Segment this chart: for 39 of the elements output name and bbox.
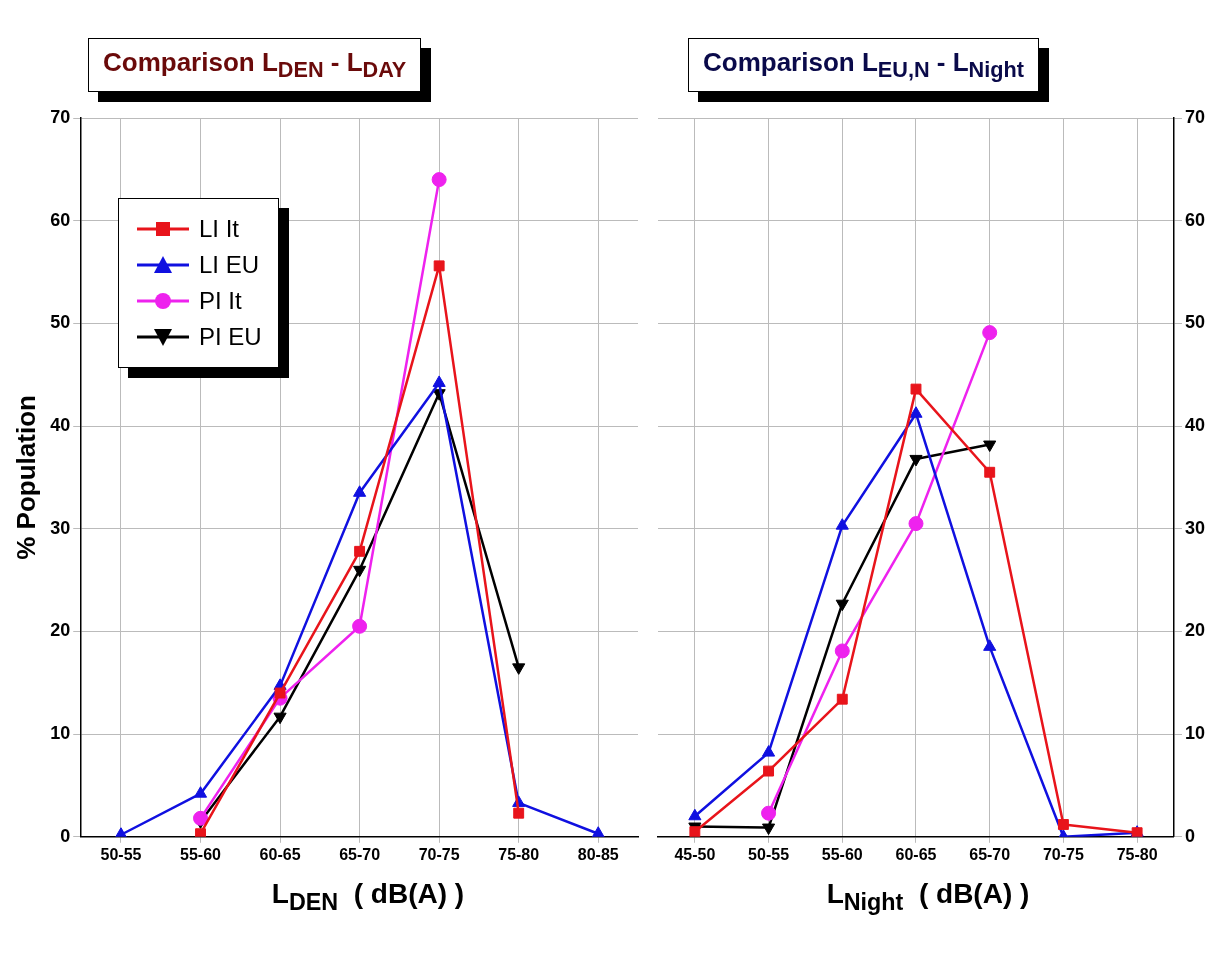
y-tick-label: 50 — [1184, 312, 1206, 333]
chart-title: Comparison L$_{DEN}$ - L$_{DAY}$ — [88, 38, 422, 93]
x-tick-label: 60-65 — [895, 845, 937, 863]
y-axis-title: % Population — [10, 395, 41, 560]
legend-label: PI EU — [199, 323, 262, 351]
y-tick-label: 50 — [50, 312, 71, 333]
y-tick-label: 60 — [50, 209, 71, 230]
y-tick-label: 10 — [1184, 723, 1206, 744]
x-tick-label: 70-75 — [418, 845, 460, 863]
x-tick-label: 70-75 — [1042, 845, 1084, 863]
x-tick-label: 50-55 — [100, 845, 142, 863]
x-tick-label: 80-85 — [577, 845, 619, 863]
y-tick-label: 30 — [1184, 517, 1206, 538]
y-tick-label: 40 — [50, 415, 71, 436]
x-tick-label: 55-60 — [180, 845, 222, 863]
y-tick-label: 20 — [50, 620, 71, 641]
legend-label: LI It — [199, 215, 240, 243]
x-tick-label: 60-65 — [259, 845, 301, 863]
x-tick-label: 45-50 — [674, 845, 716, 863]
x-tick-label: 65-70 — [339, 845, 381, 863]
x-tick-label: 75-80 — [1116, 845, 1158, 863]
y-tick-label: 10 — [50, 723, 71, 744]
y-tick-label: 20 — [1184, 620, 1206, 641]
y-tick-label: 30 — [50, 517, 71, 538]
y-tick-label: 70 — [50, 106, 71, 127]
x-tick-label: 65-70 — [969, 845, 1011, 863]
x-tick-label: 50-55 — [748, 845, 790, 863]
x-axis-title: L$_{DEN}$ ( dB(A) ) — [270, 878, 466, 916]
y-tick-label: 0 — [1184, 825, 1195, 846]
y-tick-label: 60 — [1184, 209, 1206, 230]
y-tick-label: 40 — [1184, 415, 1206, 436]
x-tick-label: 55-60 — [821, 845, 863, 863]
legend-label: PI It — [199, 287, 242, 315]
x-tick-label: 75-80 — [498, 845, 540, 863]
x-axis-title: L$_{Night}$ ( dB(A) ) — [825, 878, 1031, 916]
chart-title: Comparison L$_{EU,N}$ - L$_{Night}$ — [688, 38, 1039, 93]
legend-label: LI EU — [199, 251, 260, 279]
y-tick-label: 0 — [60, 825, 71, 846]
y-tick-label: 70 — [1184, 106, 1206, 127]
